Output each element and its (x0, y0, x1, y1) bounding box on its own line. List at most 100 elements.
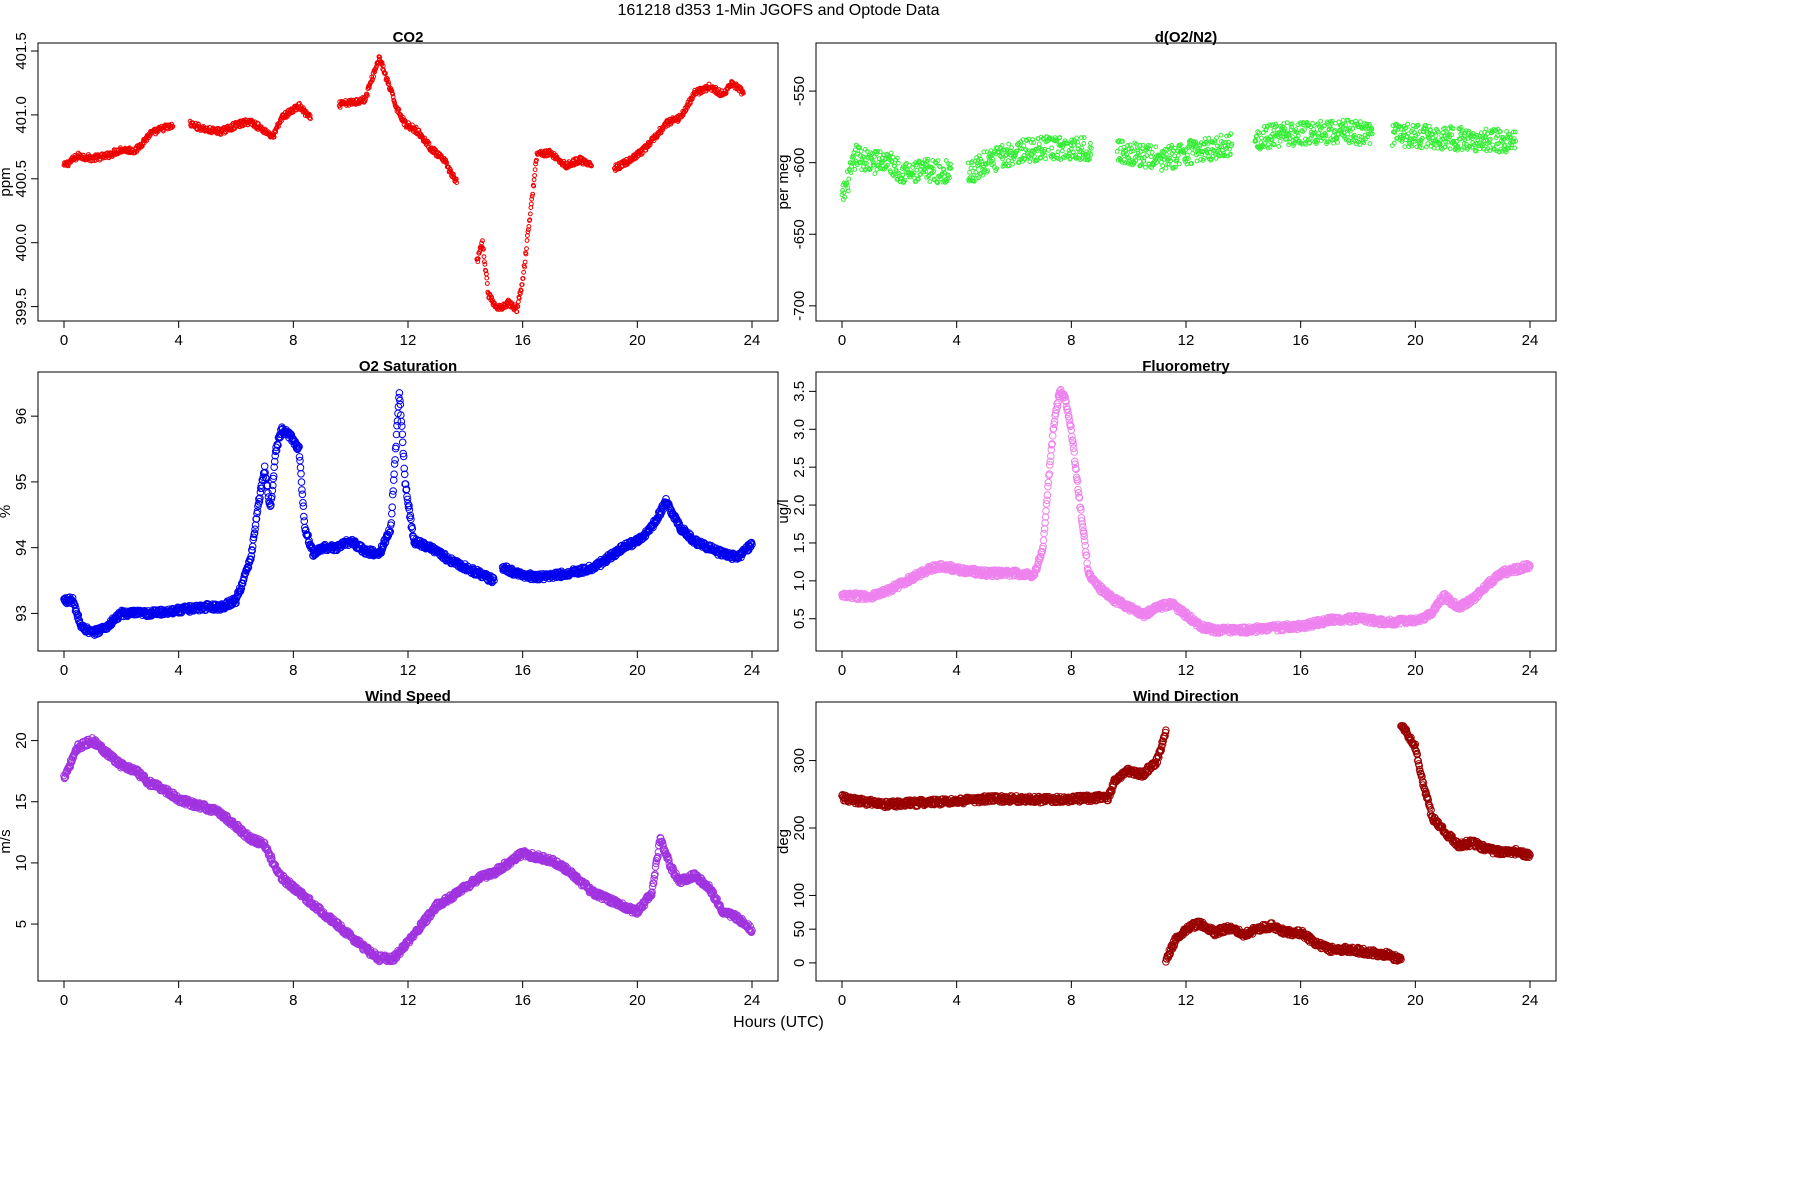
data-point (967, 170, 972, 175)
data-point (945, 161, 951, 167)
x-tick-label: 8 (289, 662, 297, 679)
data-point (1193, 139, 1198, 145)
data-point (935, 180, 940, 186)
data-point (885, 162, 890, 168)
data-point (526, 227, 531, 233)
data-point (481, 246, 486, 252)
panel-title: Fluorometry (1142, 358, 1230, 375)
data-point (308, 116, 313, 122)
data-point (1036, 141, 1042, 147)
data-point (1079, 135, 1084, 141)
data-point (529, 196, 535, 202)
data-point (531, 183, 537, 189)
data-point (1013, 153, 1018, 158)
data-point (1318, 118, 1324, 124)
data-point (1226, 139, 1231, 145)
data-point (383, 70, 388, 76)
y-tick-label: -700 (791, 291, 808, 321)
data-point (1295, 133, 1301, 139)
y-axis-label: per meg (775, 154, 792, 209)
data-series-segment-1 (187, 101, 313, 140)
data-point (518, 288, 524, 294)
x-tick-label: 4 (174, 662, 182, 679)
data-point (890, 154, 896, 160)
data-point (1447, 146, 1453, 152)
data-point (1081, 141, 1087, 146)
data-point (1214, 135, 1219, 141)
data-series-segment-4 (612, 79, 746, 173)
data-point (475, 259, 481, 265)
data-point (1228, 131, 1234, 137)
data-point (844, 181, 850, 186)
x-tick-label: 16 (514, 662, 531, 679)
data-point (849, 164, 854, 169)
data-point (1006, 141, 1012, 147)
data-point (1358, 119, 1363, 125)
data-point (1289, 124, 1294, 130)
data-point (853, 147, 858, 153)
data-point (846, 176, 852, 182)
data-point (1081, 135, 1087, 140)
data-point (916, 176, 921, 182)
data-series-segment-1 (965, 134, 1094, 184)
data-point (522, 259, 528, 265)
data-point (1307, 140, 1313, 146)
data-point (1206, 154, 1211, 160)
data-point (976, 175, 981, 181)
data-point (896, 170, 902, 176)
data-point (391, 456, 399, 464)
data-point (396, 107, 402, 112)
data-point (842, 194, 848, 200)
data-point (1076, 143, 1081, 148)
data-point (388, 503, 397, 512)
data-point (1042, 507, 1050, 515)
data-point (526, 224, 532, 229)
data-point (1267, 144, 1273, 150)
data-point (532, 167, 538, 173)
data-point (999, 143, 1005, 148)
data-point (1176, 161, 1182, 167)
data-point (1022, 156, 1028, 162)
x-tick-label: 8 (1067, 332, 1075, 349)
y-tick-label: 0.5 (791, 608, 808, 629)
data-point (985, 168, 991, 174)
data-point (1133, 158, 1139, 164)
y-tick-label: 94 (13, 539, 30, 556)
x-tick-label: 24 (744, 662, 761, 679)
data-point (480, 238, 485, 244)
data-point (1074, 155, 1080, 161)
x-tick-label: 20 (629, 662, 646, 679)
data-point (1201, 156, 1207, 161)
data-point (1207, 149, 1213, 155)
data-point (890, 172, 895, 178)
data-point (871, 160, 876, 166)
data-point (1081, 541, 1089, 550)
data-point (370, 76, 376, 82)
data-point (1041, 136, 1046, 142)
data-point (1072, 139, 1078, 145)
y-tick-label: 1.5 (791, 533, 808, 554)
data-point (1299, 128, 1304, 134)
y-axis-label: ppm (0, 167, 14, 196)
y-tick-label: 400.0 (13, 224, 30, 262)
data-point (892, 163, 897, 169)
x-tick-label: 24 (744, 332, 761, 349)
data-point (1046, 147, 1051, 153)
data-point (1074, 135, 1079, 141)
data-point (1031, 140, 1036, 146)
y-tick-label: 399.5 (13, 288, 30, 326)
data-point (980, 172, 986, 178)
data-point (862, 160, 867, 166)
data-point (1038, 155, 1044, 161)
data-point (948, 161, 953, 167)
data-point (1222, 152, 1228, 158)
data-series-segment-0 (60, 389, 498, 639)
data-point (398, 438, 407, 447)
x-tick-label: 0 (60, 332, 68, 349)
data-point (1291, 143, 1296, 148)
data-point (922, 166, 928, 172)
x-tick-label: 12 (1178, 332, 1195, 349)
x-tick-label: 12 (400, 662, 417, 679)
data-point (841, 190, 847, 196)
